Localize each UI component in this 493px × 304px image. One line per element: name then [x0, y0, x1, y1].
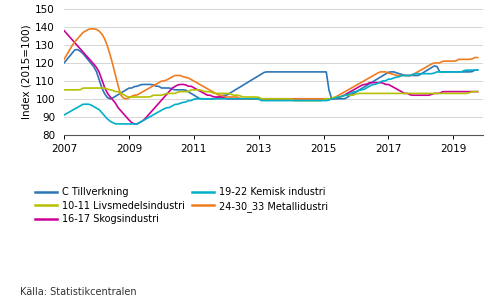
19-22 Kemisk industri: [326, 98, 332, 102]
19-22 Kemisk industri: [464, 68, 470, 72]
C Tillverkning: [61, 61, 67, 65]
24-30_33 Metallidustri: [212, 92, 218, 95]
19-22 Kemisk industri: [207, 97, 213, 101]
C Tillverkning: [74, 48, 80, 51]
Line: 16-17 Skogsindustri: 16-17 Skogsindustri: [64, 31, 478, 124]
10-11 Livsmedelsindustri: [210, 91, 216, 95]
10-11 Livsmedelsindustri: [61, 88, 67, 92]
10-11 Livsmedelsindustri: [475, 90, 481, 93]
Line: 19-22 Kemisk industri: 19-22 Kemisk industri: [64, 70, 478, 124]
Text: Källa: Statistikcentralen: Källa: Statistikcentralen: [20, 287, 137, 297]
Line: 10-11 Livsmedelsindustri: 10-11 Livsmedelsindustri: [64, 88, 478, 101]
16-17 Skogsindustri: [210, 95, 216, 98]
C Tillverkning: [404, 74, 410, 77]
24-30_33 Metallidustri: [375, 71, 381, 75]
C Tillverkning: [107, 97, 113, 101]
C Tillverkning: [475, 68, 481, 72]
19-22 Kemisk industri: [112, 122, 118, 126]
10-11 Livsmedelsindustri: [83, 86, 89, 90]
10-11 Livsmedelsindustri: [291, 99, 297, 102]
16-17 Skogsindustri: [372, 81, 378, 85]
19-22 Kemisk industri: [418, 72, 424, 75]
10-11 Livsmedelsindustri: [421, 92, 426, 95]
19-22 Kemisk industri: [372, 83, 378, 86]
24-30_33 Metallidustri: [404, 74, 410, 77]
24-30_33 Metallidustri: [88, 27, 94, 31]
24-30_33 Metallidustri: [421, 67, 426, 70]
Line: 24-30_33 Metallidustri: 24-30_33 Metallidustri: [64, 29, 478, 99]
C Tillverkning: [329, 97, 335, 101]
C Tillverkning: [212, 97, 218, 100]
24-30_33 Metallidustri: [123, 97, 129, 101]
16-17 Skogsindustri: [326, 97, 332, 101]
C Tillverkning: [375, 77, 381, 81]
10-11 Livsmedelsindustri: [404, 92, 410, 95]
19-22 Kemisk industri: [61, 113, 67, 117]
Y-axis label: Index (2015=100): Index (2015=100): [21, 25, 31, 119]
24-30_33 Metallidustri: [329, 97, 335, 101]
24-30_33 Metallidustri: [210, 90, 216, 94]
16-17 Skogsindustri: [207, 93, 213, 97]
16-17 Skogsindustri: [475, 90, 481, 93]
16-17 Skogsindustri: [132, 122, 138, 126]
19-22 Kemisk industri: [475, 68, 481, 72]
16-17 Skogsindustri: [418, 93, 424, 97]
24-30_33 Metallidustri: [475, 56, 481, 59]
Line: C Tillverkning: C Tillverkning: [64, 50, 478, 99]
16-17 Skogsindustri: [61, 29, 67, 33]
19-22 Kemisk industri: [210, 97, 216, 101]
16-17 Skogsindustri: [402, 92, 408, 95]
10-11 Livsmedelsindustri: [207, 90, 213, 93]
24-30_33 Metallidustri: [61, 57, 67, 61]
19-22 Kemisk industri: [402, 74, 408, 77]
C Tillverkning: [421, 71, 426, 74]
10-11 Livsmedelsindustri: [329, 97, 335, 100]
Legend: C Tillverkning, 10-11 Livsmedelsindustri, 16-17 Skogsindustri, 19-22 Kemisk indu: C Tillverkning, 10-11 Livsmedelsindustri…: [35, 187, 328, 224]
10-11 Livsmedelsindustri: [375, 92, 381, 95]
C Tillverkning: [210, 97, 216, 101]
